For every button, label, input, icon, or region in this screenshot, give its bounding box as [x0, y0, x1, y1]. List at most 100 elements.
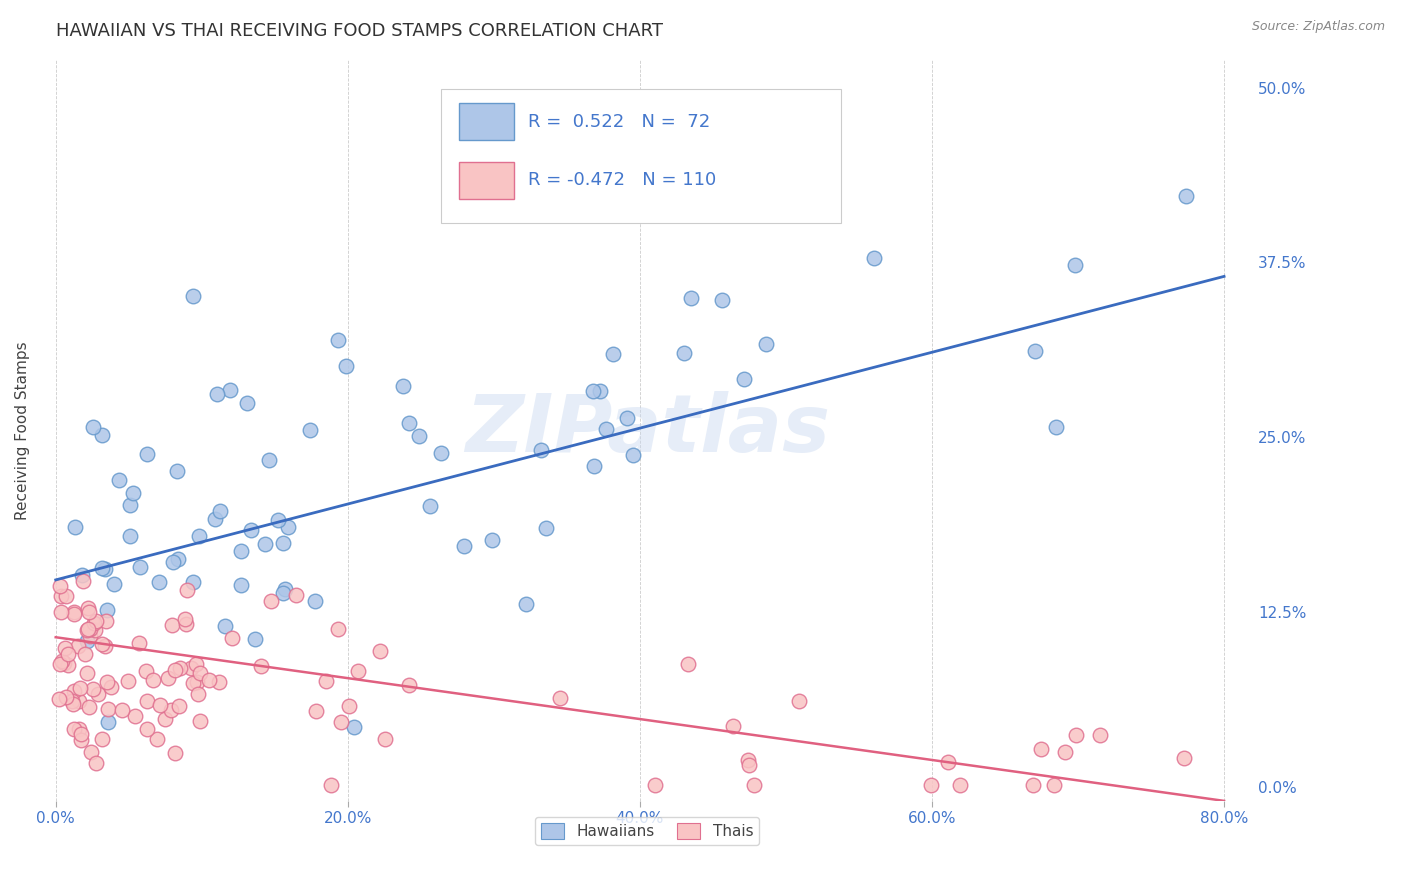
- Point: [82, 682, 104, 697]
- Point: [63, 684, 86, 698]
- Point: [129, 559, 152, 574]
- Point: [91, 428, 114, 442]
- Point: [742, 779, 765, 793]
- Point: [174, 612, 197, 626]
- Point: [76, 666, 98, 681]
- Point: [96, 675, 118, 690]
- Point: [582, 384, 605, 398]
- Point: [337, 699, 360, 714]
- Point: [77, 605, 100, 619]
- Point: [621, 449, 644, 463]
- Point: [285, 588, 308, 602]
- Point: [100, 680, 122, 694]
- Point: [673, 345, 696, 359]
- Point: [1063, 258, 1085, 272]
- Point: [63, 722, 86, 736]
- Point: [184, 657, 207, 672]
- Point: [205, 387, 228, 401]
- Point: [62, 698, 84, 712]
- Point: [117, 674, 139, 689]
- FancyBboxPatch shape: [460, 162, 513, 199]
- Point: [229, 578, 252, 592]
- Point: [176, 616, 198, 631]
- Point: [710, 293, 733, 307]
- Point: [721, 719, 744, 733]
- Point: [135, 664, 157, 678]
- Point: [343, 721, 366, 735]
- Point: [515, 597, 537, 611]
- Point: [430, 445, 453, 459]
- Point: [221, 631, 243, 645]
- Point: [304, 593, 326, 607]
- Point: [73, 648, 96, 662]
- Point: [63, 520, 86, 534]
- Point: [250, 659, 273, 673]
- Point: [277, 519, 299, 533]
- Text: HAWAIIAN VS THAI RECEIVING FOOD STAMPS CORRELATION CHART: HAWAIIAN VS THAI RECEIVING FOOD STAMPS C…: [56, 22, 664, 40]
- Point: [93, 562, 115, 576]
- Point: [181, 575, 204, 590]
- Point: [188, 714, 211, 728]
- Point: [162, 555, 184, 569]
- Point: [58, 657, 80, 672]
- Point: [153, 712, 176, 726]
- Point: [67, 694, 90, 708]
- Point: [787, 694, 810, 708]
- Point: [481, 533, 503, 548]
- Point: [84, 614, 107, 628]
- Point: [96, 615, 118, 629]
- Y-axis label: Receiving Food Stamps: Receiving Food Stamps: [15, 341, 30, 519]
- Point: [214, 619, 236, 633]
- Point: [530, 443, 553, 458]
- Point: [938, 756, 960, 770]
- Point: [103, 576, 125, 591]
- Point: [91, 637, 114, 651]
- Point: [419, 499, 441, 513]
- Point: [97, 714, 120, 729]
- Point: [77, 622, 100, 636]
- Point: [453, 540, 475, 554]
- Point: [253, 537, 276, 551]
- Point: [149, 698, 172, 712]
- Point: [83, 623, 105, 637]
- Point: [135, 694, 157, 708]
- Point: [949, 779, 972, 793]
- Point: [118, 529, 141, 543]
- Point: [157, 671, 180, 685]
- Point: [55, 590, 77, 604]
- Point: [595, 422, 617, 436]
- Point: [197, 673, 219, 687]
- Point: [271, 586, 294, 600]
- Point: [271, 536, 294, 550]
- Point: [142, 673, 165, 688]
- Point: [163, 663, 186, 677]
- Point: [208, 675, 231, 690]
- Point: [863, 251, 886, 265]
- Point: [1174, 189, 1197, 203]
- Point: [299, 423, 322, 437]
- Point: [315, 674, 337, 689]
- FancyBboxPatch shape: [441, 89, 841, 223]
- Point: [169, 698, 191, 713]
- Point: [148, 574, 170, 589]
- Point: [219, 383, 242, 397]
- Point: [347, 664, 370, 678]
- Point: [162, 618, 184, 632]
- Point: [204, 512, 226, 526]
- Point: [582, 459, 605, 474]
- Point: [920, 779, 942, 793]
- Point: [69, 681, 91, 696]
- Point: [79, 629, 101, 643]
- Point: [408, 429, 430, 443]
- Point: [328, 334, 350, 348]
- Point: [1021, 779, 1043, 793]
- Point: [1042, 779, 1064, 793]
- Point: [97, 701, 120, 715]
- Point: [60, 694, 83, 708]
- Point: [679, 291, 702, 305]
- Point: [181, 675, 204, 690]
- Point: [49, 579, 72, 593]
- Point: [108, 473, 131, 487]
- Point: [181, 289, 204, 303]
- Legend: Hawaiians, Thais: Hawaiians, Thais: [536, 817, 759, 845]
